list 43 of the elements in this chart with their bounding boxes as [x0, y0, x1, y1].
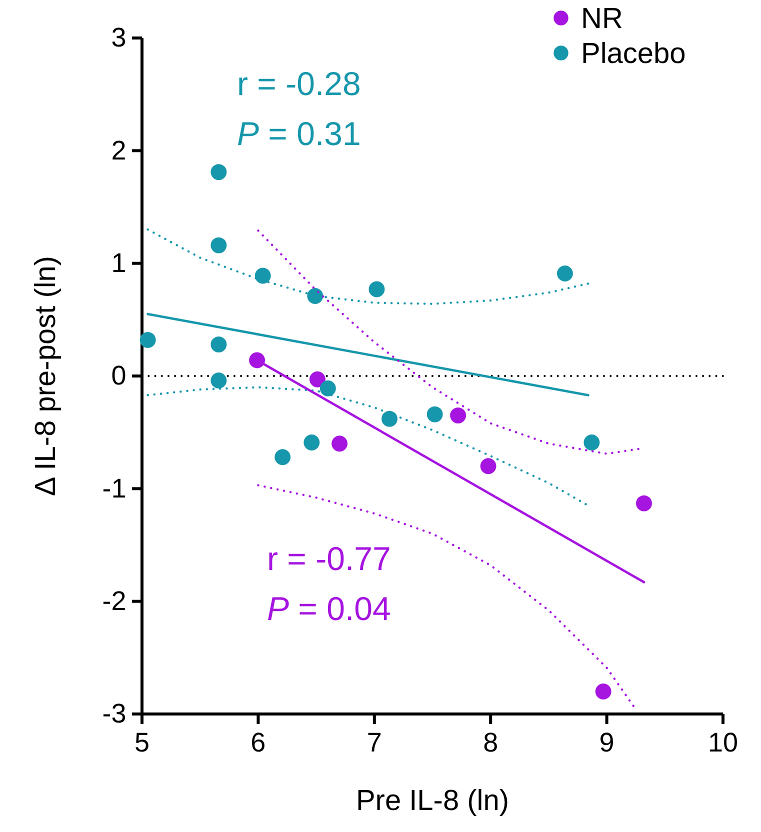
point — [480, 458, 496, 474]
point — [210, 336, 227, 352]
point — [382, 410, 398, 427]
point — [636, 495, 652, 512]
annotation: P = 0.31 — [237, 115, 361, 152]
y-tick-label: 1 — [111, 248, 126, 278]
point — [210, 164, 227, 180]
x-tick-label: 7 — [366, 727, 382, 758]
x-tick-label: 8 — [483, 727, 498, 758]
y-tick-label: 3 — [111, 22, 126, 53]
point — [274, 449, 291, 466]
y-tick-label: -2 — [102, 586, 126, 616]
point — [584, 434, 600, 450]
point — [309, 371, 326, 388]
point — [140, 332, 156, 348]
point — [368, 281, 385, 298]
point — [332, 436, 348, 452]
point — [595, 684, 612, 700]
point — [450, 407, 466, 424]
y-tick-label: 2 — [111, 135, 126, 166]
legend-label: Placebo — [581, 38, 686, 70]
point — [304, 434, 320, 450]
x-axis-title: Pre IL-8 (ln) — [356, 785, 510, 817]
x-tick-label: 6 — [250, 727, 266, 758]
point — [320, 380, 336, 396]
x-tick-label: 10 — [708, 727, 738, 758]
line-series — [146, 228, 590, 305]
y-tick-label: -1 — [102, 473, 126, 504]
x-tick-label: 5 — [134, 727, 150, 758]
annotation: r = -0.77 — [267, 540, 391, 577]
point — [254, 268, 271, 284]
y-tick-label: -3 — [102, 698, 126, 729]
point — [426, 406, 443, 422]
point — [556, 266, 573, 282]
point — [307, 288, 324, 304]
y-tick-label: 0 — [111, 360, 126, 391]
y-axis-title: Δ IL-8 pre-post (ln) — [30, 256, 62, 496]
annotation: r = -0.28 — [237, 65, 361, 102]
x-tick-label: 9 — [599, 727, 614, 758]
point — [210, 237, 227, 254]
point — [210, 372, 227, 388]
legend-label: NR — [581, 3, 623, 35]
annotation: P = 0.04 — [267, 590, 391, 627]
